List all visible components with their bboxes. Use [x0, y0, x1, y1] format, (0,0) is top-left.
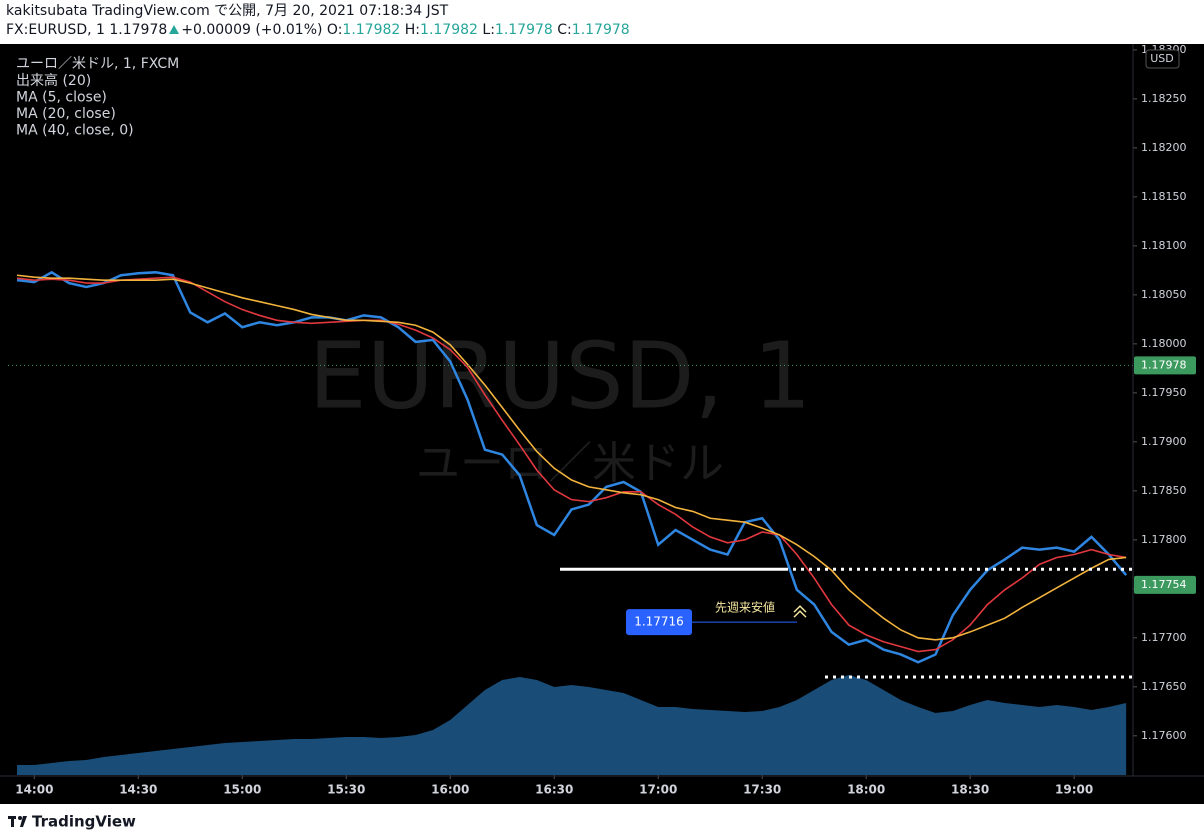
y-tick-label: 1.17850: [1141, 484, 1187, 497]
x-tick-label: 17:00: [639, 783, 677, 797]
x-tick-label: 19:00: [1055, 783, 1093, 797]
ma-line: [16, 276, 1127, 653]
header-line: kakitsubata TradingView.com で公開, 7月 20, …: [6, 2, 1198, 21]
ohlc-label: O:: [326, 22, 343, 38]
x-tick-label: 14:00: [15, 783, 53, 797]
x-tick-label: 14:30: [119, 783, 157, 797]
x-tick-label: 16:00: [431, 783, 469, 797]
price-label-box: [1134, 356, 1196, 375]
ohlc-label: C:: [557, 22, 572, 38]
header-line: FX:EURUSD, 1 1.17978 +0.00009 (+0.01%) O:…: [6, 21, 1198, 40]
logo: [8, 816, 27, 827]
annotation-price: 1.17716: [634, 615, 684, 629]
price-label: 1.17978: [1141, 358, 1187, 371]
x-tick-label: 17:30: [743, 783, 781, 797]
legend-entry: 出来高 (20): [16, 72, 91, 89]
y-tick-label: 1.17700: [1141, 631, 1187, 644]
ohlc-value: 1.17982: [342, 22, 401, 38]
x-tick-label: 15:30: [327, 783, 365, 797]
ohlc-value: 1.17978: [571, 22, 630, 38]
ma-line: [16, 274, 1127, 641]
legend-entry: MA (40, close, 0): [16, 123, 134, 139]
change: +0.00009 (+0.01%): [181, 22, 323, 38]
y-tick-label: 1.18200: [1141, 141, 1187, 154]
ohlc-value: 1.17982: [420, 22, 478, 38]
y-tick-label: 1.18100: [1141, 239, 1187, 252]
currency: USD: [1150, 52, 1174, 65]
annotation-marker: [793, 605, 807, 618]
y-tick-label: 1.18000: [1141, 337, 1187, 350]
ohlc-label: L:: [482, 22, 495, 38]
watermark-subtitle: ユーロ／米ドル: [416, 438, 724, 489]
price-label: 1.17754: [1141, 578, 1187, 591]
ohlc-label: H:: [404, 22, 421, 38]
brand: TradingView: [32, 813, 136, 831]
y-tick-label: 1.17600: [1141, 729, 1187, 742]
legend-entry: MA (20, close): [16, 106, 116, 122]
x-tick-label: 15:00: [223, 783, 261, 797]
x-tick-label: 18:00: [847, 783, 885, 797]
x-tick-label: 18:30: [951, 783, 989, 797]
volume-area: [17, 675, 1127, 775]
price-label-box: [1134, 575, 1196, 594]
footer-bg: [0, 804, 1204, 840]
header: kakitsubata TradingView.com で公開, 7月 20, …: [0, 0, 1204, 44]
ma-line: [16, 270, 1128, 664]
y-tick-label: 1.17950: [1141, 386, 1187, 399]
y-tick-label: 1.17650: [1141, 680, 1187, 693]
legend-entry: MA (5, close): [16, 90, 107, 106]
watermark: EURUSD, 1: [309, 322, 812, 429]
y-tick-label: 1.18250: [1141, 92, 1187, 105]
symbol-label: ユーロ／米ドル, 1, FXCM: [16, 56, 179, 72]
y-tick-label: 1.18050: [1141, 288, 1187, 301]
symbol: FX:EURUSD, 1: [6, 22, 105, 38]
x-tick-label: 16:30: [535, 783, 573, 797]
annotation-text: 先週来安値: [715, 600, 775, 615]
price: 1.17978: [109, 22, 168, 38]
currency-box: [1145, 49, 1180, 69]
ohlc-value: 1.17978: [494, 22, 553, 38]
y-tick-label: 1.17800: [1141, 533, 1187, 546]
annotation-box: [626, 609, 692, 636]
publish-info: kakitsubata TradingView.com で公開, 7月 20, …: [6, 3, 449, 19]
up-arrow: [169, 25, 180, 34]
y-tick-label: 1.18150: [1141, 190, 1187, 203]
y-tick-label: 1.17900: [1141, 435, 1187, 448]
